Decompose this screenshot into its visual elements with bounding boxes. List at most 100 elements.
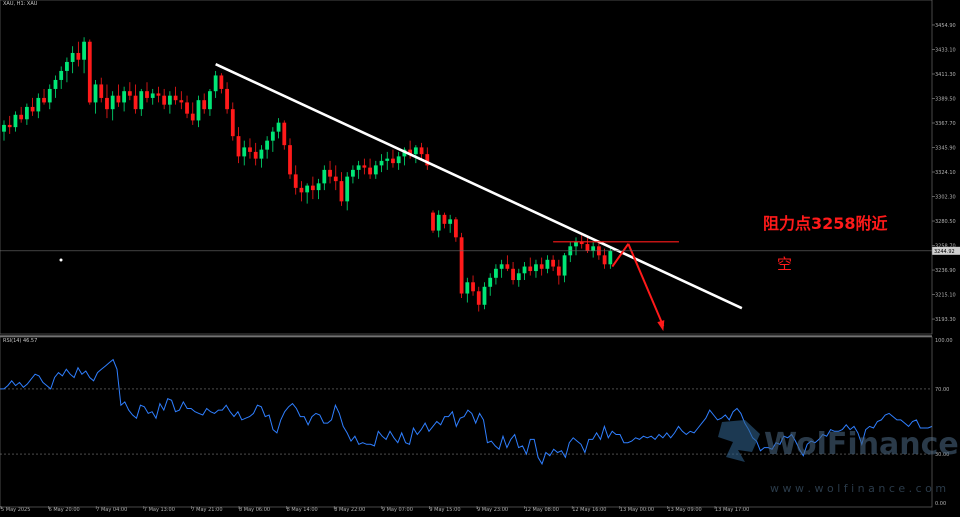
- candle-body: [93, 84, 98, 103]
- down-arrow-head: [657, 320, 665, 332]
- watermark: WolFinance w w w . w o l f i n a n c e .…: [718, 420, 959, 495]
- candle: [511, 262, 515, 285]
- candle-body: [259, 149, 264, 159]
- candle-body: [608, 250, 613, 265]
- candle-body: [76, 52, 81, 60]
- current-price-value: 3244.92: [934, 249, 955, 255]
- candle: [208, 88, 212, 116]
- candle: [310, 176, 315, 200]
- candle-body: [551, 259, 556, 267]
- candle-body: [156, 93, 161, 96]
- price-axis: 3454.90 3433.10 3411.30 3389.50 3367.70 3345.…: [0, 23, 960, 323]
- candle-body: [196, 100, 201, 121]
- watermark-brand: WolFinance: [764, 427, 959, 462]
- candle-body: [333, 176, 338, 182]
- candle-body: [442, 214, 447, 224]
- candle: [362, 158, 367, 175]
- candle-body: [488, 277, 493, 287]
- candle: [19, 106, 24, 123]
- descending-trendline: [215, 63, 743, 310]
- candle: [345, 172, 350, 211]
- candle: [7, 115, 12, 134]
- candle-body: [305, 185, 310, 193]
- candle-body: [591, 246, 596, 251]
- candle: [145, 82, 149, 103]
- candle-body: [425, 154, 430, 166]
- candle-body: [133, 95, 138, 110]
- candle: [505, 255, 510, 272]
- candle: [196, 95, 201, 128]
- candle-body: [179, 100, 184, 103]
- price-tick-label: 3302.30: [935, 195, 956, 201]
- marker-dot: [59, 258, 63, 262]
- candle: [276, 118, 281, 139]
- candle: [179, 91, 184, 110]
- candle-body: [328, 169, 332, 177]
- candle-body: [127, 91, 132, 96]
- candle: [65, 57, 69, 83]
- candle-body: [516, 273, 521, 281]
- candle-body: [436, 214, 441, 231]
- annotations-layer: 阻力点3258附近 空: [763, 214, 888, 273]
- candle-body: [368, 167, 372, 175]
- candle: [190, 102, 195, 125]
- candle-body: [494, 268, 498, 278]
- candle-body: [145, 91, 149, 98]
- candle-body: [471, 282, 475, 292]
- time-tick-label: 9 May 23:00: [477, 507, 508, 513]
- rsi-title: RSI(14) 46.57: [3, 338, 37, 344]
- candle: [116, 84, 121, 107]
- candle: [465, 277, 470, 303]
- candle: [499, 259, 504, 278]
- candle: [70, 46, 75, 74]
- candle-body: [413, 147, 418, 155]
- time-tick-label: 5 May 2025: [1, 507, 30, 513]
- candle-body: [453, 219, 458, 238]
- candle-body: [396, 156, 401, 164]
- candle-body: [391, 158, 395, 164]
- price-tick-label: 3193.30: [935, 317, 956, 323]
- time-tick-label: 8 May 22:00: [334, 507, 365, 513]
- candle-body: [373, 165, 378, 175]
- candle-body: [82, 41, 86, 60]
- candle: [373, 160, 378, 179]
- candle-body: [499, 264, 504, 269]
- candle-body: [253, 151, 258, 159]
- price-tick-label: 3367.70: [935, 121, 956, 127]
- candle: [36, 93, 41, 119]
- time-tick-label: 8 May 14:00: [287, 507, 318, 513]
- time-tick-label: 7 May 21:00: [191, 507, 222, 513]
- candle: [24, 103, 29, 125]
- candle-body: [36, 97, 41, 112]
- time-tick-label: 12 May 08:00: [525, 507, 559, 513]
- candle-body: [190, 113, 195, 121]
- down-arrow-line: [627, 243, 665, 327]
- candle-body: [322, 169, 327, 184]
- candle-body: [53, 79, 58, 89]
- price-tick-label: 3258.70: [935, 244, 956, 250]
- time-axis: 5 May 2025 6 May 20:00 7 May 04:00 7 May 13…: [0, 506, 749, 513]
- candle-body: [579, 241, 584, 245]
- watermark-url: w w w . w o l f i n a n c e . c o m: [770, 482, 946, 495]
- candle-body: [13, 114, 18, 128]
- candle: [602, 248, 607, 269]
- candle: [522, 262, 527, 281]
- rsi-tick-label: 30.00: [935, 452, 949, 458]
- candle: [122, 86, 127, 112]
- rsi-tick-label: 70.00: [935, 387, 949, 393]
- candle-body: [556, 266, 561, 276]
- candle-body: [122, 91, 127, 103]
- candle: [30, 97, 35, 116]
- candle: [488, 273, 493, 296]
- candle: [242, 140, 247, 166]
- short-label: 空: [777, 255, 792, 273]
- candle: [236, 127, 241, 164]
- candle: [93, 79, 98, 114]
- candle: [316, 178, 321, 200]
- candle: [299, 181, 304, 202]
- price-tick-label: 3280.50: [935, 219, 956, 225]
- candle-body: [236, 136, 241, 157]
- candle: [356, 160, 361, 179]
- time-tick-label: 9 May 15:00: [429, 507, 460, 513]
